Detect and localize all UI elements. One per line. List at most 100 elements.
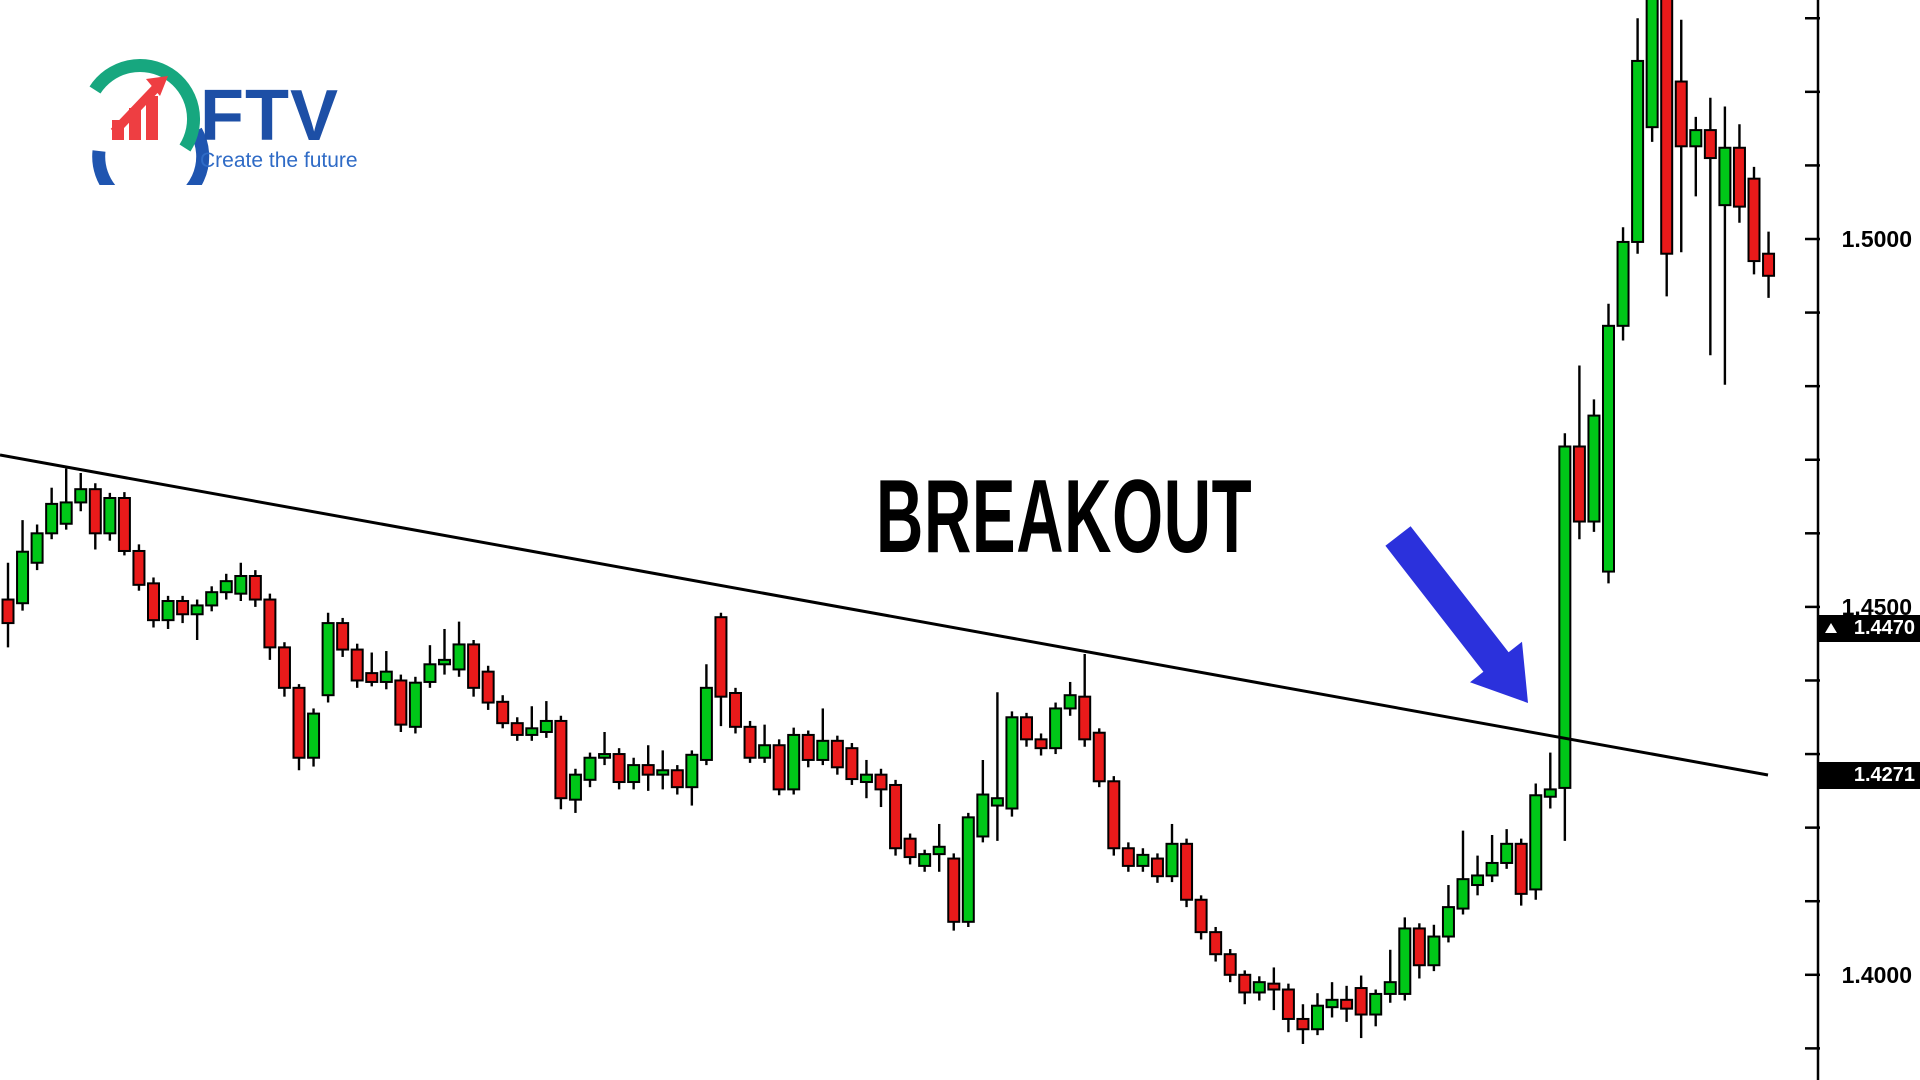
candle	[1514, 838, 1528, 906]
candle	[1572, 365, 1586, 540]
candle	[1427, 924, 1441, 972]
candle	[1005, 711, 1019, 817]
candle	[947, 853, 961, 931]
candle	[132, 544, 146, 591]
candle	[976, 759, 990, 843]
candle	[161, 595, 175, 629]
candle	[889, 779, 903, 856]
logo-bar-3	[146, 96, 158, 140]
candle	[1500, 829, 1514, 869]
candle	[321, 612, 335, 703]
candle	[467, 640, 481, 697]
candle	[336, 617, 350, 657]
candle	[190, 599, 204, 641]
candle	[496, 695, 510, 729]
candle	[1762, 231, 1776, 298]
candle	[1602, 303, 1615, 584]
candle	[1660, 0, 1674, 297]
candle	[598, 731, 612, 766]
candle	[816, 708, 830, 766]
candle	[205, 586, 219, 612]
candle	[743, 720, 757, 763]
candle	[1354, 975, 1368, 1039]
candle	[1587, 399, 1601, 532]
candle	[1703, 97, 1717, 356]
candle	[554, 715, 568, 810]
candle	[1747, 166, 1761, 275]
candle	[830, 735, 844, 775]
candle	[874, 768, 888, 808]
candle	[1209, 926, 1223, 962]
candle	[685, 750, 699, 806]
candle	[932, 823, 946, 872]
candle	[103, 492, 117, 541]
candle	[1412, 923, 1426, 979]
candle	[1267, 967, 1281, 1011]
candle	[1252, 976, 1266, 1001]
candle	[234, 562, 248, 602]
candle	[641, 745, 655, 791]
candle	[350, 643, 364, 688]
candle	[1718, 106, 1732, 385]
candle	[379, 651, 393, 690]
logo-up-arrow-head-icon	[146, 76, 168, 96]
candle	[1369, 989, 1383, 1027]
candle	[1165, 823, 1179, 883]
candle	[510, 717, 524, 741]
candle	[1281, 983, 1295, 1033]
candle	[656, 750, 670, 790]
candle	[1732, 124, 1746, 223]
candle	[612, 748, 626, 790]
candle	[670, 765, 684, 795]
candle	[117, 492, 131, 556]
candle	[74, 472, 88, 512]
candle	[59, 468, 73, 530]
candle	[277, 642, 291, 697]
candle	[1485, 834, 1499, 883]
candle	[248, 570, 262, 607]
breakout-annotation-label: BREAKOUT	[876, 459, 1253, 575]
candle	[772, 739, 786, 796]
candle	[1092, 728, 1106, 788]
candle	[1020, 712, 1033, 747]
candle	[1383, 949, 1397, 1003]
candle	[1616, 227, 1630, 341]
candle	[1325, 982, 1339, 1018]
candle	[1471, 855, 1485, 896]
candle	[1121, 842, 1135, 872]
candle	[438, 628, 451, 675]
candle	[758, 724, 772, 763]
candle	[1674, 19, 1688, 253]
candle	[263, 593, 277, 660]
candle	[481, 665, 495, 710]
candle	[30, 524, 44, 571]
candle	[16, 520, 30, 611]
candle	[1078, 653, 1092, 747]
candle	[1136, 848, 1150, 872]
candle	[699, 664, 713, 766]
candle	[1645, 0, 1659, 142]
candle	[961, 812, 975, 927]
candle	[1107, 776, 1121, 856]
candle	[423, 645, 437, 688]
candle	[408, 676, 422, 734]
candle	[1441, 885, 1455, 943]
candle	[1689, 116, 1703, 197]
logo-brand-text: FTV	[200, 76, 339, 156]
candle	[1063, 681, 1077, 716]
ftv-logo: FTV Create the future	[89, 58, 358, 185]
candle	[918, 849, 932, 872]
candle	[568, 768, 582, 813]
candle	[88, 483, 102, 550]
candle	[903, 833, 917, 865]
candle	[307, 708, 321, 767]
candle	[627, 757, 641, 790]
candle	[583, 752, 597, 788]
candle	[1180, 838, 1194, 908]
candle	[1150, 853, 1164, 883]
candle	[1529, 783, 1543, 900]
candle	[990, 692, 1004, 841]
candle	[1194, 895, 1208, 940]
